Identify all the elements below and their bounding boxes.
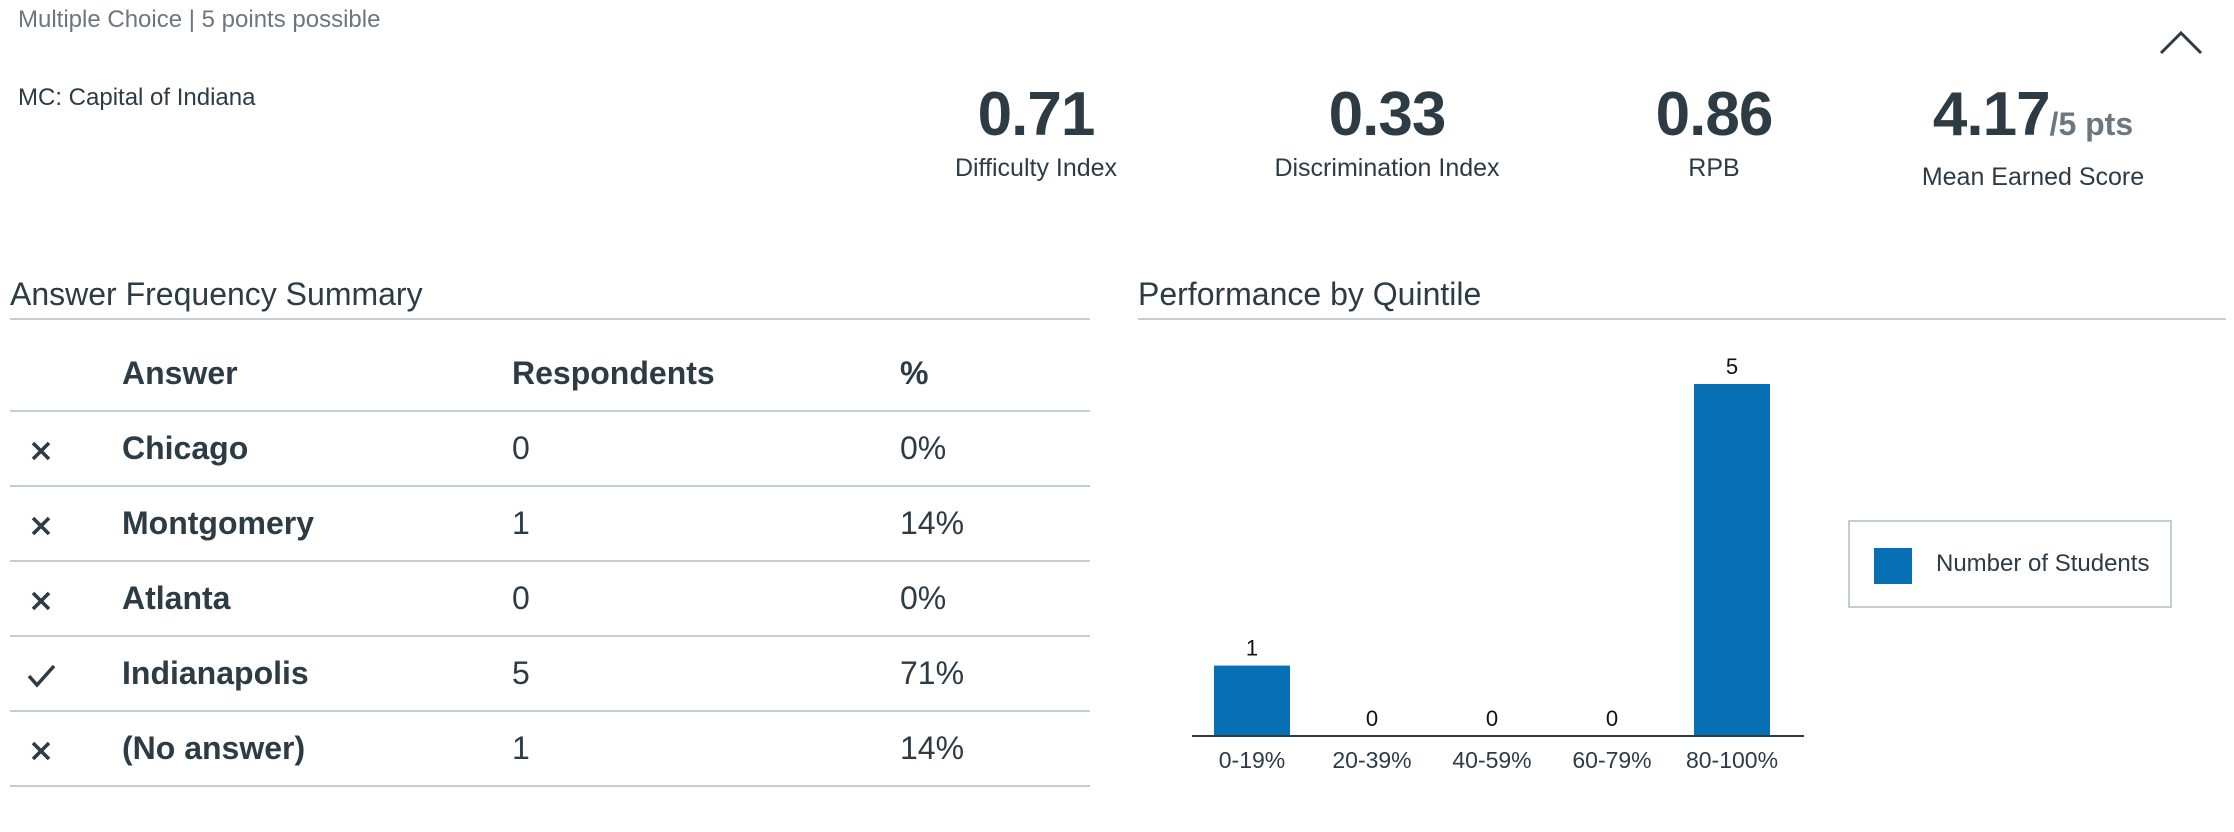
performance-bar-chart: 1 0-19% 0 20-39% 0 40-59% 0 60-79% 5 80-100% xyxy=(1192,354,1804,773)
respondents-count: 5 xyxy=(512,635,900,711)
table-row: Atlanta 0 0% xyxy=(10,560,1090,636)
chart-bar xyxy=(1694,384,1770,736)
bar-value-label: 0 xyxy=(1366,706,1378,731)
answer-text: Atlanta xyxy=(122,560,512,636)
legend-label: Number of Students xyxy=(1936,550,2150,577)
stat-difficulty-index: 0.71 Difficulty Index xyxy=(876,80,1196,183)
answer-text: Indianapolis xyxy=(122,635,512,711)
table-row: Indianapolis 5 71% xyxy=(10,635,1090,711)
percent-column-header: % xyxy=(900,354,929,391)
stat-value: 0.33 xyxy=(1328,80,1447,149)
answer-text: Montgomery xyxy=(122,485,512,561)
respondents-percent: 14% xyxy=(900,710,1090,787)
chart-legend: Number of Students xyxy=(1848,520,2172,608)
answer-frequency-title: Answer Frequency Summary xyxy=(10,276,423,312)
performance-title: Performance by Quintile xyxy=(1138,276,1482,312)
respondents-count: 1 xyxy=(512,485,900,561)
stat-label: RPB xyxy=(1688,154,1740,182)
answer-frequency-table: Answer Respondents % Chicago 0 0% Montgomer… xyxy=(10,336,1090,787)
bar-value-label: 0 xyxy=(1606,706,1618,731)
respondents-count: 1 xyxy=(512,710,900,787)
respondents-count: 0 xyxy=(512,410,900,486)
table-row: (No answer) 1 14% xyxy=(10,710,1090,787)
stat-unit: /5 pts xyxy=(2049,106,2134,142)
stat-rpb: 0.86 RPB xyxy=(1554,80,1874,183)
respondents-column-header: Respondents xyxy=(512,354,715,391)
stat-label: Mean Earned Score xyxy=(1921,163,2145,191)
table-header-row: Answer Respondents % xyxy=(10,336,1090,411)
question-title: MC: Capital of Indiana xyxy=(18,84,256,111)
x-icon xyxy=(31,516,51,535)
chart-bar xyxy=(1214,665,1290,736)
section-divider xyxy=(1138,318,2226,320)
bar-value-label: 1 xyxy=(1246,636,1258,661)
x-tick-label: 60-79% xyxy=(1572,747,1651,773)
x-tick-label: 80-100% xyxy=(1686,747,1778,773)
bar-value-label: 5 xyxy=(1726,354,1738,379)
answer-mark xyxy=(10,710,122,787)
x-icon xyxy=(31,441,51,460)
question-type-label: Multiple Choice | 5 points possible xyxy=(18,6,381,33)
answer-mark xyxy=(10,410,122,486)
answer-mark xyxy=(10,485,122,561)
x-tick-label: 40-59% xyxy=(1452,747,1531,773)
x-tick-label: 20-39% xyxy=(1332,747,1411,773)
stat-value: 0.86 xyxy=(1655,80,1774,149)
x-icon xyxy=(31,591,51,610)
stat-label: Discrimination Index xyxy=(1274,154,1500,182)
stat-value: 0.71 xyxy=(977,80,1096,149)
respondents-count: 0 xyxy=(512,560,900,636)
respondents-percent: 0% xyxy=(900,560,1090,636)
respondents-percent: 14% xyxy=(900,485,1090,561)
stat-label: Difficulty Index xyxy=(954,154,1118,182)
x-tick-label: 0-19% xyxy=(1219,747,1285,773)
bar-value-label: 0 xyxy=(1486,706,1498,731)
table-row: Chicago 0 0% xyxy=(10,410,1090,486)
mark-column-header xyxy=(10,336,122,411)
stat-mean-earned-score: 4.17/5 pts Mean Earned Score xyxy=(1873,80,2193,192)
answer-mark xyxy=(10,560,122,636)
answer-text: (No answer) xyxy=(122,710,512,787)
check-icon xyxy=(27,664,56,688)
table-row: Montgomery 1 14% xyxy=(10,485,1090,561)
section-divider xyxy=(10,318,1090,320)
chevron-up-icon[interactable] xyxy=(2158,28,2204,56)
stat-value: 4.17/5 pts xyxy=(1932,80,2134,149)
legend-swatch xyxy=(1874,548,1912,584)
answer-mark xyxy=(10,635,122,711)
x-icon xyxy=(31,741,51,760)
respondents-percent: 71% xyxy=(900,635,1090,711)
respondents-percent: 0% xyxy=(900,410,1090,486)
stat-discrimination-index: 0.33 Discrimination Index xyxy=(1227,80,1547,183)
answer-text: Chicago xyxy=(122,410,512,486)
answer-column-header: Answer xyxy=(122,354,238,391)
